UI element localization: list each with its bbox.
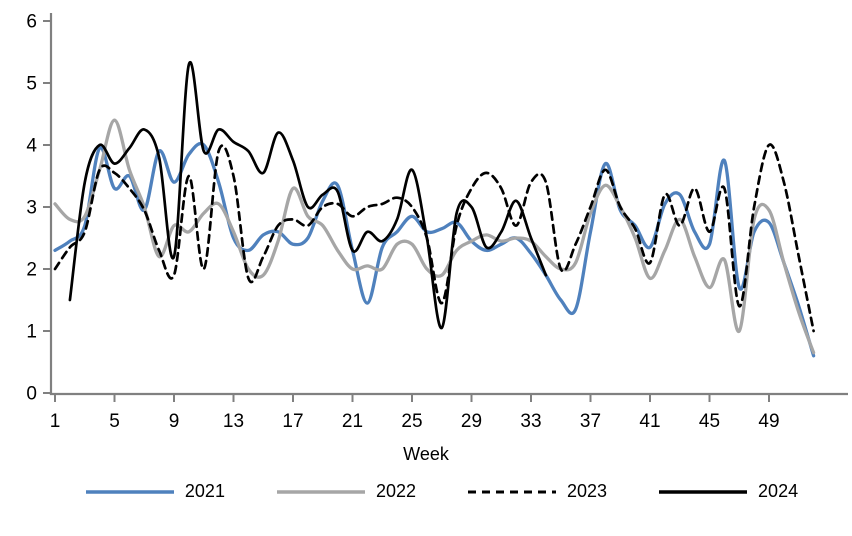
x-tick-label: 13 xyxy=(223,411,244,432)
x-tick-label: 37 xyxy=(580,411,601,432)
legend-line-2023 xyxy=(468,490,556,493)
series-line-2022 xyxy=(53,118,816,355)
x-tick-label: 29 xyxy=(461,411,482,432)
legend-line-2021 xyxy=(85,489,174,494)
y-tick-label: 4 xyxy=(26,136,37,157)
x-tick-label: 21 xyxy=(342,411,363,432)
y-tick-label: 2 xyxy=(26,260,37,281)
legend-item-2024: 2024 xyxy=(657,481,798,502)
legend-item-2023: 2023 xyxy=(466,481,607,502)
y-tick-label: 5 xyxy=(26,74,37,95)
y-tick-label: 1 xyxy=(26,322,37,343)
legend: 2021 2022 2023 2024 xyxy=(0,481,852,502)
legend-item-2021: 2021 xyxy=(84,481,225,502)
legend-label-2024: 2024 xyxy=(758,481,799,501)
x-tick-label: 45 xyxy=(699,411,720,432)
x-tick-label: 49 xyxy=(758,411,779,432)
x-tick-label: 17 xyxy=(282,411,303,432)
legend-line-2022 xyxy=(276,489,365,494)
x-tick-label: 9 xyxy=(169,411,180,432)
x-tick-label: 25 xyxy=(401,411,422,432)
legend-label-2023: 2023 xyxy=(567,481,608,501)
x-tick-label: 41 xyxy=(639,411,660,432)
x-axis-title: Week xyxy=(403,444,449,464)
x-tick-label: 1 xyxy=(50,411,61,432)
y-tick-label: 3 xyxy=(26,198,37,219)
x-tick-label: 33 xyxy=(520,411,541,432)
y-tick-label: 6 xyxy=(26,12,37,33)
series-line-2024 xyxy=(68,60,548,330)
legend-item-2022: 2022 xyxy=(275,481,416,502)
legend-label-2021: 2021 xyxy=(184,481,225,501)
legend-label-2022: 2022 xyxy=(375,481,416,501)
series-line-2021 xyxy=(53,141,816,358)
legend-line-2024 xyxy=(659,489,748,494)
x-tick-label: 5 xyxy=(109,411,120,432)
y-tick-label: 0 xyxy=(26,384,37,405)
series-line-2023 xyxy=(53,143,815,333)
